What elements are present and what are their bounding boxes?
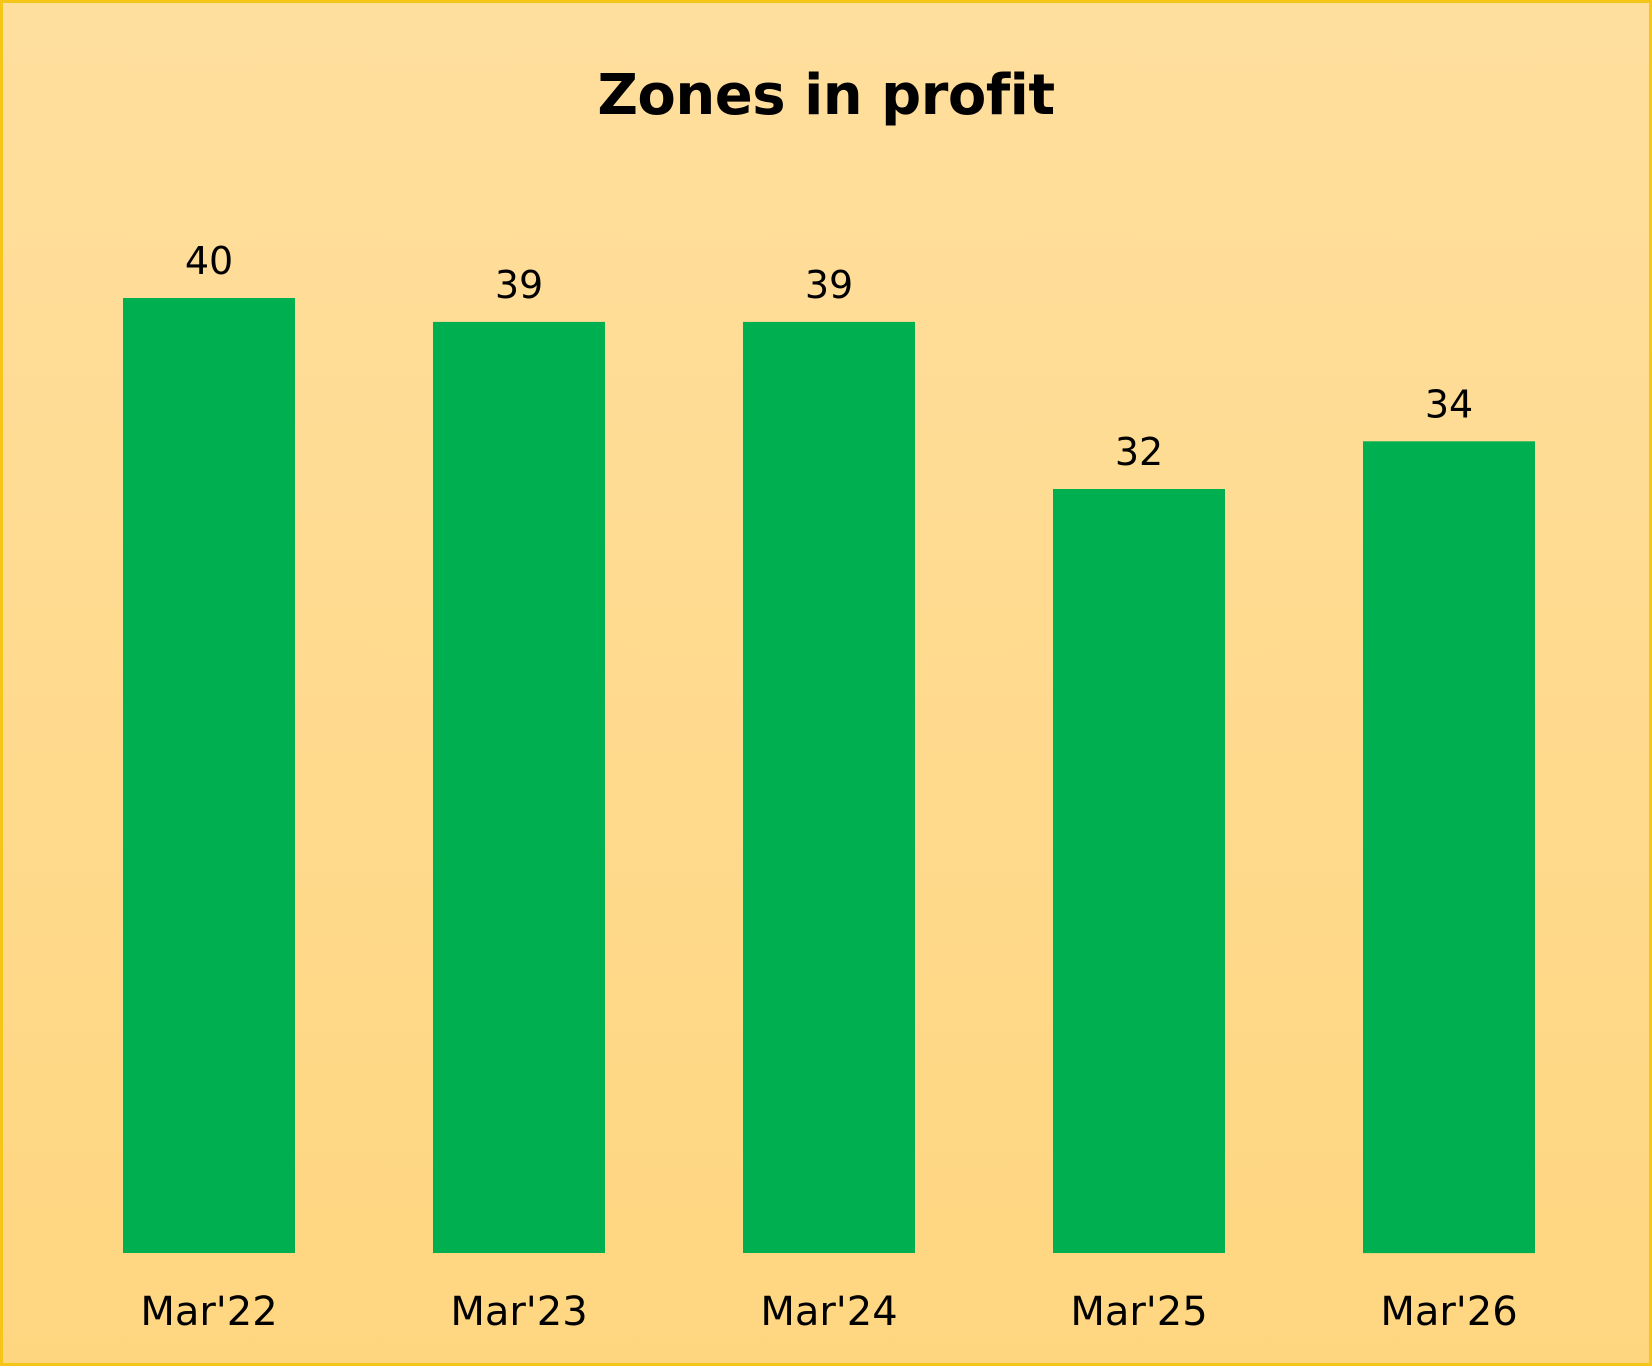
x-tick-label-mar22: Mar'22 [140, 1289, 277, 1335]
chart-title: Zones in profit [597, 63, 1055, 128]
bar-mar23 [433, 321, 605, 1253]
data-label-mar23: 39 [495, 263, 543, 307]
bar-mar24 [743, 321, 915, 1253]
x-tick-label-mar24: Mar'24 [760, 1289, 897, 1335]
data-label-mar24: 39 [805, 263, 853, 307]
data-label-mar25: 32 [1115, 430, 1163, 474]
x-tick-label-mar26: Mar'26 [1380, 1289, 1517, 1335]
data-label-mar26: 34 [1425, 382, 1473, 426]
bars-layer [123, 298, 1535, 1254]
x-tick-label-mar23: Mar'23 [450, 1289, 587, 1335]
x-tick-label-mar25: Mar'25 [1070, 1289, 1207, 1335]
data-labels-layer: 40 39 39 32 34 [185, 239, 1473, 474]
bar-mar26 [1363, 441, 1535, 1254]
bar-mar22 [123, 298, 295, 1253]
x-axis-ticks: Mar'22 Mar'23 Mar'24 Mar'25 Mar'26 [140, 1289, 1517, 1335]
data-label-mar22: 40 [185, 239, 233, 283]
bar-mar25 [1053, 489, 1225, 1253]
